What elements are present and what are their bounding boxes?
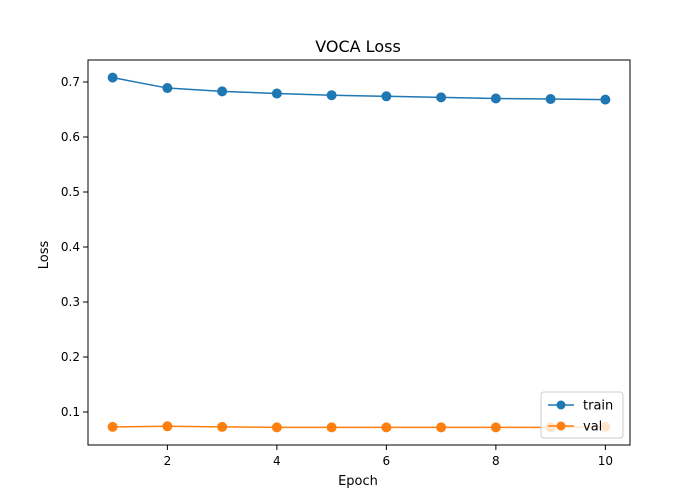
data-point-val	[326, 422, 337, 433]
x-tick-label: 8	[492, 454, 500, 468]
data-point-val	[490, 422, 501, 433]
x-tick-label: 10	[598, 454, 613, 468]
data-point-val	[217, 421, 228, 432]
data-point-val	[381, 422, 392, 433]
x-tick-label: 6	[383, 454, 391, 468]
legend-label: train	[583, 399, 613, 414]
series-line-train	[112, 76, 606, 101]
x-axis-label: Epoch	[338, 474, 378, 489]
data-point-train	[600, 94, 611, 105]
data-point-train	[326, 90, 337, 101]
axes-layer: 2 4 6 8 10 0.1 0.2 0.3 0.4 0.5 0.6 0.7	[61, 75, 613, 468]
legend-label: val	[583, 420, 602, 435]
chart-legend: train val	[540, 391, 624, 439]
data-point-val	[271, 422, 282, 433]
data-point-val	[107, 421, 118, 432]
plot-frame	[87, 59, 631, 446]
legend-entry-val: val	[548, 420, 602, 435]
data-point-train	[381, 91, 392, 102]
y-tick-label: 0.7	[61, 75, 80, 89]
data-point-train	[436, 92, 447, 103]
data-point-train	[107, 72, 118, 83]
y-tick-label: 0.6	[61, 130, 80, 144]
series-line-val	[112, 425, 606, 429]
data-point-val	[162, 421, 173, 432]
y-axis-label: Loss	[37, 241, 52, 270]
series-train	[107, 72, 611, 105]
data-point-train	[545, 94, 556, 105]
x-tick-label: 2	[164, 454, 172, 468]
data-point-train	[271, 88, 282, 99]
data-point-val	[436, 422, 447, 433]
data-point-train	[217, 86, 228, 97]
data-point-train	[162, 83, 173, 94]
x-tick-label: 4	[273, 454, 281, 468]
legend-entry-train: train	[548, 399, 613, 414]
data-point-train	[490, 93, 501, 104]
legend-marker	[556, 421, 566, 431]
y-tick-label: 0.1	[61, 405, 80, 419]
y-tick-label: 0.3	[61, 295, 80, 309]
y-tick-label: 0.2	[61, 350, 80, 364]
y-tick-label: 0.4	[61, 240, 80, 254]
y-tick-label: 0.5	[61, 185, 80, 199]
legend-marker	[556, 400, 566, 410]
chart-title: VOCA Loss	[315, 37, 401, 56]
plot-area	[87, 59, 631, 446]
